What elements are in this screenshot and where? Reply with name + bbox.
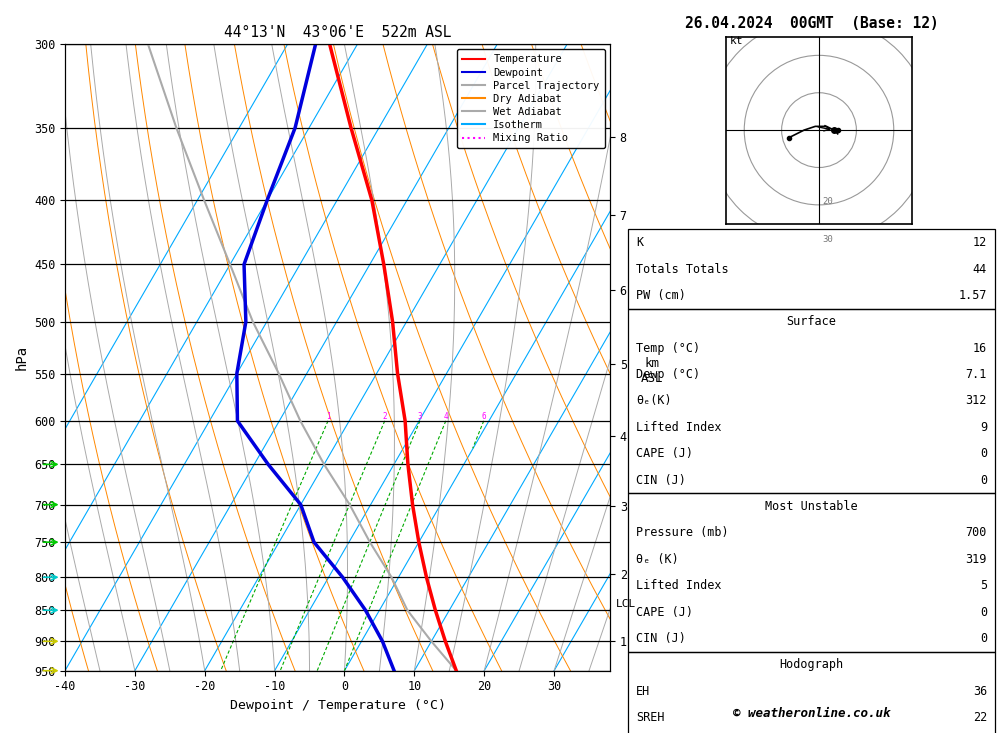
Text: 700: 700 xyxy=(966,526,987,539)
Text: 0: 0 xyxy=(980,632,987,645)
Text: 22: 22 xyxy=(973,711,987,724)
Text: K: K xyxy=(636,236,643,249)
Text: CAPE (J): CAPE (J) xyxy=(636,447,693,460)
Text: θₑ(K): θₑ(K) xyxy=(636,394,672,408)
Text: 1: 1 xyxy=(326,412,330,421)
Text: Most Unstable: Most Unstable xyxy=(765,500,858,513)
Text: © weatheronline.co.uk: © weatheronline.co.uk xyxy=(733,707,890,720)
Text: CIN (J): CIN (J) xyxy=(636,632,686,645)
Text: 0: 0 xyxy=(980,605,987,619)
Text: 0: 0 xyxy=(980,447,987,460)
Text: 9: 9 xyxy=(980,421,987,434)
Text: LCL: LCL xyxy=(615,599,636,609)
Text: 12: 12 xyxy=(973,236,987,249)
Text: PW (cm): PW (cm) xyxy=(636,289,686,302)
Text: SREH: SREH xyxy=(636,711,664,724)
X-axis label: Dewpoint / Temperature (°C): Dewpoint / Temperature (°C) xyxy=(230,699,446,712)
Text: 2: 2 xyxy=(382,412,387,421)
Text: 5: 5 xyxy=(980,579,987,592)
Text: CAPE (J): CAPE (J) xyxy=(636,605,693,619)
Text: Hodograph: Hodograph xyxy=(779,658,844,671)
Text: 6: 6 xyxy=(481,412,486,421)
Title: 44°13'N  43°06'E  522m ASL: 44°13'N 43°06'E 522m ASL xyxy=(224,25,451,40)
Text: Pressure (mb): Pressure (mb) xyxy=(636,526,729,539)
Text: 26.04.2024  00GMT  (Base: 12): 26.04.2024 00GMT (Base: 12) xyxy=(685,16,938,31)
Text: Temp (°C): Temp (°C) xyxy=(636,342,700,355)
Legend: Temperature, Dewpoint, Parcel Trajectory, Dry Adiabat, Wet Adiabat, Isotherm, Mi: Temperature, Dewpoint, Parcel Trajectory… xyxy=(457,49,605,148)
Text: 319: 319 xyxy=(966,553,987,566)
Text: CIN (J): CIN (J) xyxy=(636,474,686,487)
Text: 7.1: 7.1 xyxy=(966,368,987,381)
Text: θₑ (K): θₑ (K) xyxy=(636,553,679,566)
Text: 4: 4 xyxy=(443,412,448,421)
Text: 36: 36 xyxy=(973,685,987,698)
Text: Totals Totals: Totals Totals xyxy=(636,262,729,276)
Text: kt: kt xyxy=(729,36,743,46)
Y-axis label: hPa: hPa xyxy=(14,345,28,370)
Text: 30: 30 xyxy=(823,235,833,244)
Text: 44: 44 xyxy=(973,262,987,276)
Y-axis label: km
ASL: km ASL xyxy=(641,358,663,386)
Text: 20: 20 xyxy=(823,197,833,207)
Text: Dewp (°C): Dewp (°C) xyxy=(636,368,700,381)
Text: 312: 312 xyxy=(966,394,987,408)
Text: 1.57: 1.57 xyxy=(958,289,987,302)
Text: 3: 3 xyxy=(418,412,422,421)
Text: 16: 16 xyxy=(973,342,987,355)
Text: 0: 0 xyxy=(980,474,987,487)
Text: Lifted Index: Lifted Index xyxy=(636,421,722,434)
Text: Lifted Index: Lifted Index xyxy=(636,579,722,592)
Text: EH: EH xyxy=(636,685,650,698)
Text: Surface: Surface xyxy=(787,315,836,328)
